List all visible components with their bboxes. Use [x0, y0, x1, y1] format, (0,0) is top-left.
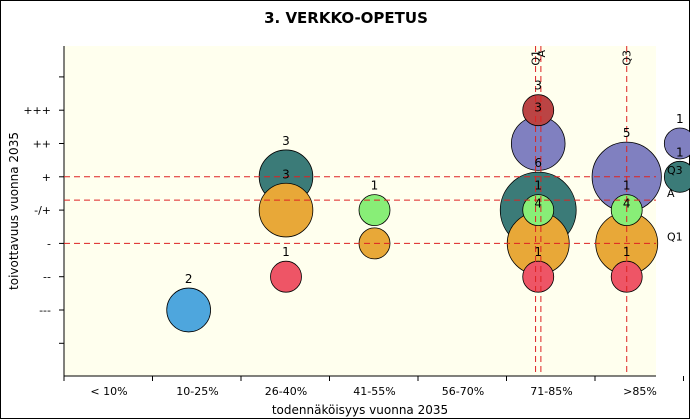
- y-tick-label: --: [43, 271, 51, 284]
- x-tick-label: 56-70%: [442, 385, 484, 398]
- bubble-teal: [663, 160, 690, 193]
- ref-label-v-q3: Q3: [621, 50, 634, 66]
- bubble-count-label: 1: [282, 245, 290, 259]
- bubble-count-label: 4: [534, 196, 542, 210]
- bubble-count-label: 1: [676, 145, 684, 159]
- bubble-labels: 6 5 3 3 4 4 3 2 1 1 1 1 1 1 3 1 1: [185, 79, 684, 286]
- y-tick-label: ++: [33, 138, 51, 151]
- bubble-count-label: 4: [623, 196, 631, 210]
- x-tick-label: 26-40%: [265, 385, 307, 398]
- chart-title: 3. VERKKO-OPETUS: [264, 9, 428, 27]
- bubble-count-label: 1: [371, 179, 379, 193]
- bubble-count-label: 3: [282, 134, 290, 148]
- bubble-count-label: 1: [676, 112, 684, 126]
- y-tick-label: -/+: [34, 204, 51, 217]
- axes: < 10% 10-25% 26-40% 41-55% 56-70% 71-85% >85% -…: [23, 46, 684, 398]
- bubble-count-label: 1: [623, 179, 631, 193]
- x-tick-label: >85%: [623, 385, 657, 398]
- ref-label-h-a: A: [667, 187, 675, 200]
- bubble-count-label: 1: [534, 245, 542, 259]
- bubble-green: [358, 194, 391, 227]
- x-tick-label: < 10%: [90, 385, 127, 398]
- bubble-count-label: 5: [623, 126, 631, 140]
- y-tick-label: +++: [23, 104, 51, 117]
- ref-label-h-q3: Q3: [667, 164, 683, 177]
- ref-label-v-a: A: [535, 50, 548, 58]
- y-tick-label: +: [42, 171, 51, 184]
- y-axis-label: toivottavuus vuonna 2035: [7, 132, 21, 290]
- x-tick-label: 41-55%: [353, 385, 395, 398]
- y-tick-label: ---: [39, 304, 51, 317]
- x-tick-label: 10-25%: [176, 385, 218, 398]
- y-tick-label: -: [47, 237, 51, 250]
- bubble-red: [522, 260, 555, 293]
- bubble-orange: [258, 182, 314, 238]
- bubble-count-label: 3: [534, 101, 542, 115]
- bubble-green: [522, 194, 555, 227]
- bubble-count-label: 1: [623, 245, 631, 259]
- bubble-dark_red: [522, 94, 555, 127]
- bubble-count-label: 6: [534, 156, 542, 170]
- bubble-red: [270, 260, 302, 293]
- bubble-purple: [663, 127, 690, 160]
- x-axis-label: todennäköisyys vuonna 2035: [272, 403, 448, 417]
- ref-label-v-q1: Q1: [530, 50, 543, 66]
- bubble-count-label: 3: [282, 167, 290, 181]
- ref-label-h-q1: Q1: [667, 230, 683, 243]
- bubble-count-label: 1: [534, 179, 542, 193]
- bubble-count-label: 3: [534, 79, 542, 93]
- bubble-blue: [166, 287, 211, 333]
- x-tick-label: 71-85%: [530, 385, 572, 398]
- bubble-count-label: 2: [185, 272, 193, 286]
